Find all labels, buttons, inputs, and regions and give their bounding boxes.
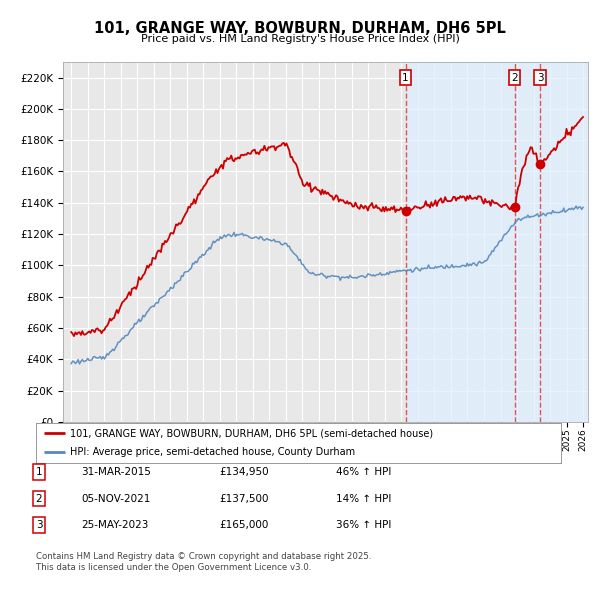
Text: 2: 2	[35, 494, 43, 503]
Text: 2: 2	[511, 73, 518, 83]
Text: HPI: Average price, semi-detached house, County Durham: HPI: Average price, semi-detached house,…	[70, 447, 355, 457]
Text: 31-MAR-2015: 31-MAR-2015	[81, 467, 151, 477]
Text: £134,950: £134,950	[219, 467, 269, 477]
Text: 46% ↑ HPI: 46% ↑ HPI	[336, 467, 391, 477]
Text: 05-NOV-2021: 05-NOV-2021	[81, 494, 151, 503]
Text: 3: 3	[537, 73, 544, 83]
Text: 36% ↑ HPI: 36% ↑ HPI	[336, 520, 391, 530]
Text: Contains HM Land Registry data © Crown copyright and database right 2025.
This d: Contains HM Land Registry data © Crown c…	[36, 552, 371, 572]
Text: Price paid vs. HM Land Registry's House Price Index (HPI): Price paid vs. HM Land Registry's House …	[140, 34, 460, 44]
Text: 1: 1	[35, 467, 43, 477]
Text: 14% ↑ HPI: 14% ↑ HPI	[336, 494, 391, 503]
Text: 101, GRANGE WAY, BOWBURN, DURHAM, DH6 5PL: 101, GRANGE WAY, BOWBURN, DURHAM, DH6 5P…	[94, 21, 506, 35]
Text: 3: 3	[35, 520, 43, 530]
Text: 101, GRANGE WAY, BOWBURN, DURHAM, DH6 5PL (semi-detached house): 101, GRANGE WAY, BOWBURN, DURHAM, DH6 5P…	[70, 428, 433, 438]
Text: £137,500: £137,500	[219, 494, 269, 503]
Bar	[406, 62, 588, 422]
Text: 1: 1	[402, 73, 409, 83]
Text: 25-MAY-2023: 25-MAY-2023	[81, 520, 148, 530]
Text: £165,000: £165,000	[219, 520, 268, 530]
